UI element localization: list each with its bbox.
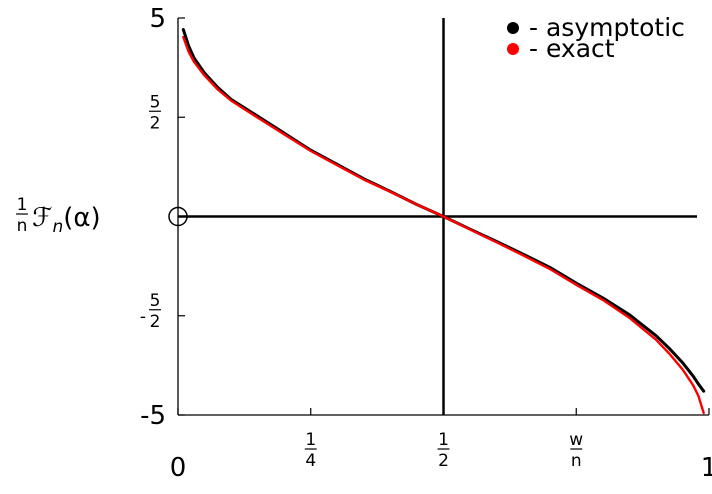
y-tick-fraction-den: 2 xyxy=(150,113,161,133)
y-axis-label-expr: ℱ xyxy=(32,203,52,233)
x-tick-label: 0 xyxy=(170,453,187,483)
x-tick-fraction-den: 4 xyxy=(305,451,316,471)
y-axis-label-sub: n xyxy=(52,217,63,237)
y-axis-label-fraction: 1n xyxy=(16,195,28,236)
x-tick-fraction-den: n xyxy=(571,451,582,471)
x-tick-fraction: 12 xyxy=(437,430,450,471)
x-tick-fraction-num: 1 xyxy=(438,430,449,450)
y-tick-prefix: - xyxy=(140,307,146,327)
y-tick-fraction-num: 5 xyxy=(150,291,161,311)
y-tick-fraction: 52 xyxy=(149,291,161,332)
y-tick-label: -5 xyxy=(140,401,166,431)
y-tick-fraction: 52 xyxy=(149,92,161,133)
y-tick-fraction-den: 2 xyxy=(150,312,161,332)
y-axis-label-arg: (α) xyxy=(63,203,100,233)
legend-marker xyxy=(507,22,519,34)
y-axis-label-text: ℱn(α) xyxy=(32,203,101,237)
legend-label: - exact xyxy=(529,34,615,63)
x-tick-fraction-num: w xyxy=(569,430,583,450)
x-tick-fraction: 14 xyxy=(304,430,317,471)
x-tick-fraction: wn xyxy=(569,430,583,471)
y-axis-label-fraction-num: 1 xyxy=(17,195,28,215)
x-tick-fraction-den: 2 xyxy=(438,451,449,471)
y-axis-label-fraction-den: n xyxy=(17,216,28,236)
x-tick-fraction-num: 1 xyxy=(305,430,316,450)
series-line-exact xyxy=(182,35,705,415)
y-tick-fraction-num: 5 xyxy=(150,92,161,112)
legend-marker xyxy=(507,43,519,55)
legend-label: - asymptotic xyxy=(529,13,685,42)
y-tick-label: 5 xyxy=(149,4,166,34)
x-tick-label: 1 xyxy=(701,453,712,483)
origin-marker xyxy=(168,206,188,227)
